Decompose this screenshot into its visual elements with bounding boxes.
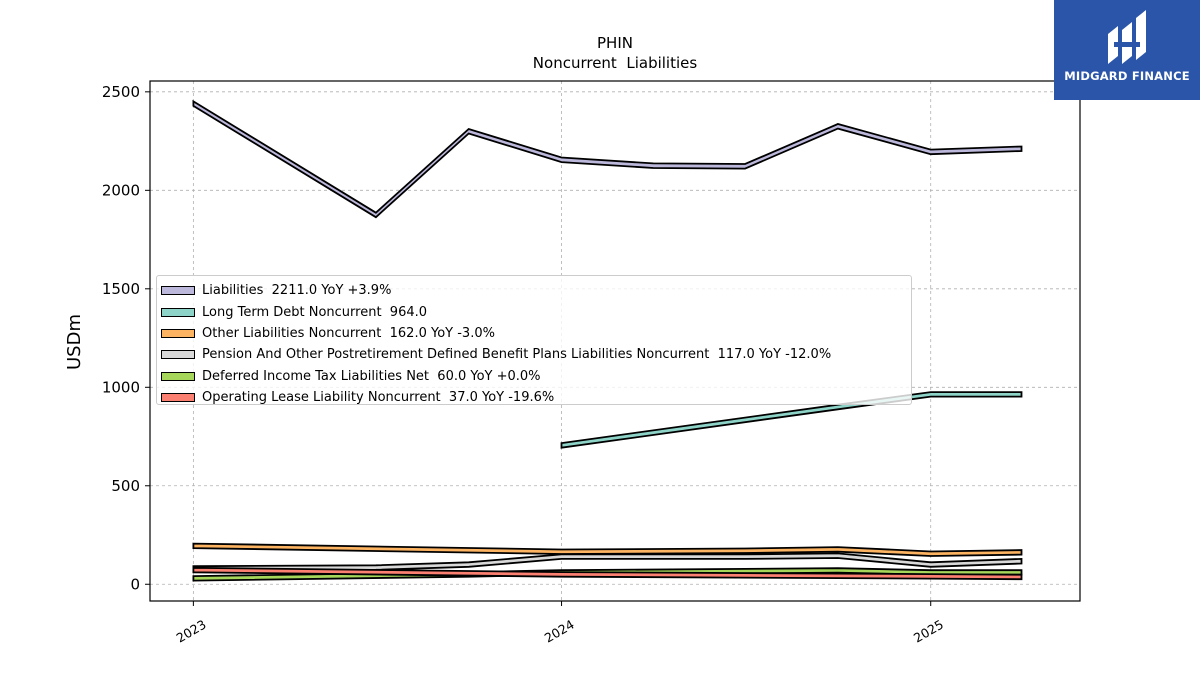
y-tick-label: 1500 (102, 280, 140, 298)
brand-logo: MIDGARD FINANCE (1054, 0, 1200, 100)
y-tick-label: 2500 (102, 83, 140, 101)
y-tick-label: 1000 (102, 378, 140, 396)
series-ribbon (192, 552, 1023, 572)
legend-swatch (161, 328, 195, 338)
legend-item: Other Liabilities Noncurrent 162.0 YoY -… (157, 323, 911, 344)
y-tick-label: 0 (130, 575, 140, 593)
series-ribbon (192, 566, 1023, 581)
legend-swatch (161, 350, 195, 360)
x-tick-label: 2023 (174, 617, 209, 646)
legend-label: Liabilities 2211.0 YoY +3.9% (202, 283, 392, 299)
legend-item: Pension And Other Postretirement Defined… (157, 344, 911, 365)
legend-swatch (161, 286, 195, 296)
logo-name: MIDGARD FINANCE (1064, 69, 1190, 83)
chart-subtitle: Noncurrent Liabilities (533, 54, 698, 72)
logo-mark-icon (1108, 10, 1146, 64)
series-layer (192, 99, 1023, 582)
y-axis: 0 500 1000 1500 2000 2500 (102, 83, 150, 593)
y-tick-label: 2000 (102, 181, 140, 199)
legend-swatch (161, 371, 195, 381)
x-tick-label: 2025 (911, 617, 946, 646)
plot-frame (149, 80, 1081, 602)
legend-item: Deferred Income Tax Liabilities Net 60.0… (157, 366, 911, 387)
series-ribbon (192, 99, 1023, 219)
x-tick-label: 2024 (542, 617, 577, 646)
legend-label: Pension And Other Postretirement Defined… (202, 347, 832, 363)
legend-label: Long Term Debt Noncurrent 964.0 (202, 304, 428, 320)
legend-label: Deferred Income Tax Liabilities Net 60.0… (202, 368, 541, 384)
legend-label: Operating Lease Liability Noncurrent 37.… (202, 390, 555, 406)
y-tick-label: 500 (111, 477, 140, 495)
legend-swatch (161, 307, 195, 317)
chart-title: PHIN (597, 34, 633, 52)
y-axis-label: USDm (64, 314, 85, 370)
legend-label: Other Liabilities Noncurrent 162.0 YoY -… (202, 325, 495, 341)
legend-item: Long Term Debt Noncurrent 964.0 (157, 301, 911, 322)
legend: Liabilities 2211.0 YoY +3.9% Long Term De… (156, 275, 912, 405)
x-axis: 2023 2024 2025 (174, 601, 946, 646)
legend-item: Liabilities 2211.0 YoY +3.9% (157, 280, 911, 301)
legend-item: Operating Lease Liability Noncurrent 37.… (157, 387, 911, 408)
legend-swatch (161, 393, 195, 403)
